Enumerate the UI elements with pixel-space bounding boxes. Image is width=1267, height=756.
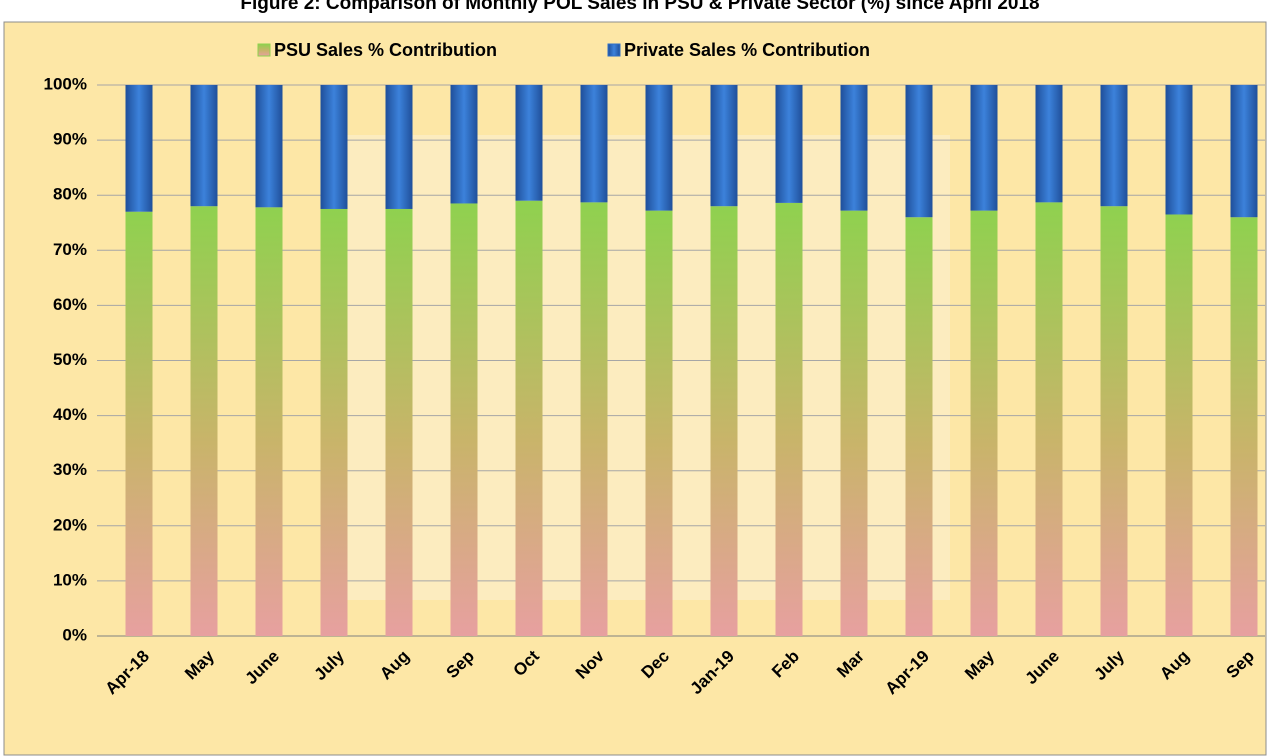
chart-title: Figure 2: Comparison of Monthly POL Sale…: [240, 0, 1039, 14]
y-tick-label: 40%: [53, 405, 87, 424]
bar-segment: [1035, 202, 1063, 636]
y-tick-label: 50%: [53, 350, 87, 369]
bar-segment: [320, 208, 348, 636]
bar-segment: [385, 85, 413, 209]
bar-segment: [1165, 214, 1193, 637]
bar-segment: [905, 85, 933, 218]
legend-label: Private Sales % Contribution: [624, 40, 870, 60]
bar-segment: [1230, 217, 1258, 637]
legend-label: PSU Sales % Contribution: [274, 40, 497, 60]
bar-segment: [775, 85, 803, 203]
bar-segment: [450, 85, 478, 204]
bar-segment: [190, 206, 218, 636]
bar-segment: [840, 85, 868, 211]
y-tick-label: 60%: [53, 295, 87, 314]
bar-segment: [450, 203, 478, 636]
bar-segment: [905, 217, 933, 637]
bar-segment: [970, 210, 998, 637]
bar-segment: [775, 202, 803, 636]
y-tick-label: 30%: [53, 460, 87, 479]
bar-segment: [970, 85, 998, 211]
y-tick-label: 90%: [53, 130, 87, 149]
bar-segment: [385, 208, 413, 636]
y-tick-label: 100%: [44, 74, 87, 93]
legend-marker: [257, 43, 271, 57]
bar-segment: [255, 207, 283, 636]
bar-segment: [1100, 85, 1128, 207]
bar-segment: [1035, 85, 1063, 203]
bar-segment: [255, 85, 283, 208]
bar-segment: [710, 206, 738, 636]
bar-segment: [1230, 85, 1258, 218]
bar-segment: [515, 85, 543, 201]
y-tick-label: 20%: [53, 515, 87, 534]
bar-segment: [190, 85, 218, 207]
bar-segment: [580, 202, 608, 636]
bar-segment: [1100, 206, 1128, 636]
bar-segment: [710, 85, 738, 207]
bar-segment: [125, 211, 153, 637]
bar-segment: [580, 85, 608, 203]
bar-segment: [320, 85, 348, 209]
bar-segment: [645, 210, 673, 637]
bar-segment: [840, 210, 868, 637]
y-tick-label: 80%: [53, 185, 87, 204]
bar-segment: [515, 200, 543, 636]
y-tick-label: 0%: [62, 625, 87, 644]
bar-segment: [645, 85, 673, 211]
legend-marker: [607, 43, 621, 57]
bar-segment: [1165, 85, 1193, 215]
bar-segment: [125, 85, 153, 212]
y-tick-label: 70%: [53, 240, 87, 259]
y-tick-label: 10%: [53, 570, 87, 589]
